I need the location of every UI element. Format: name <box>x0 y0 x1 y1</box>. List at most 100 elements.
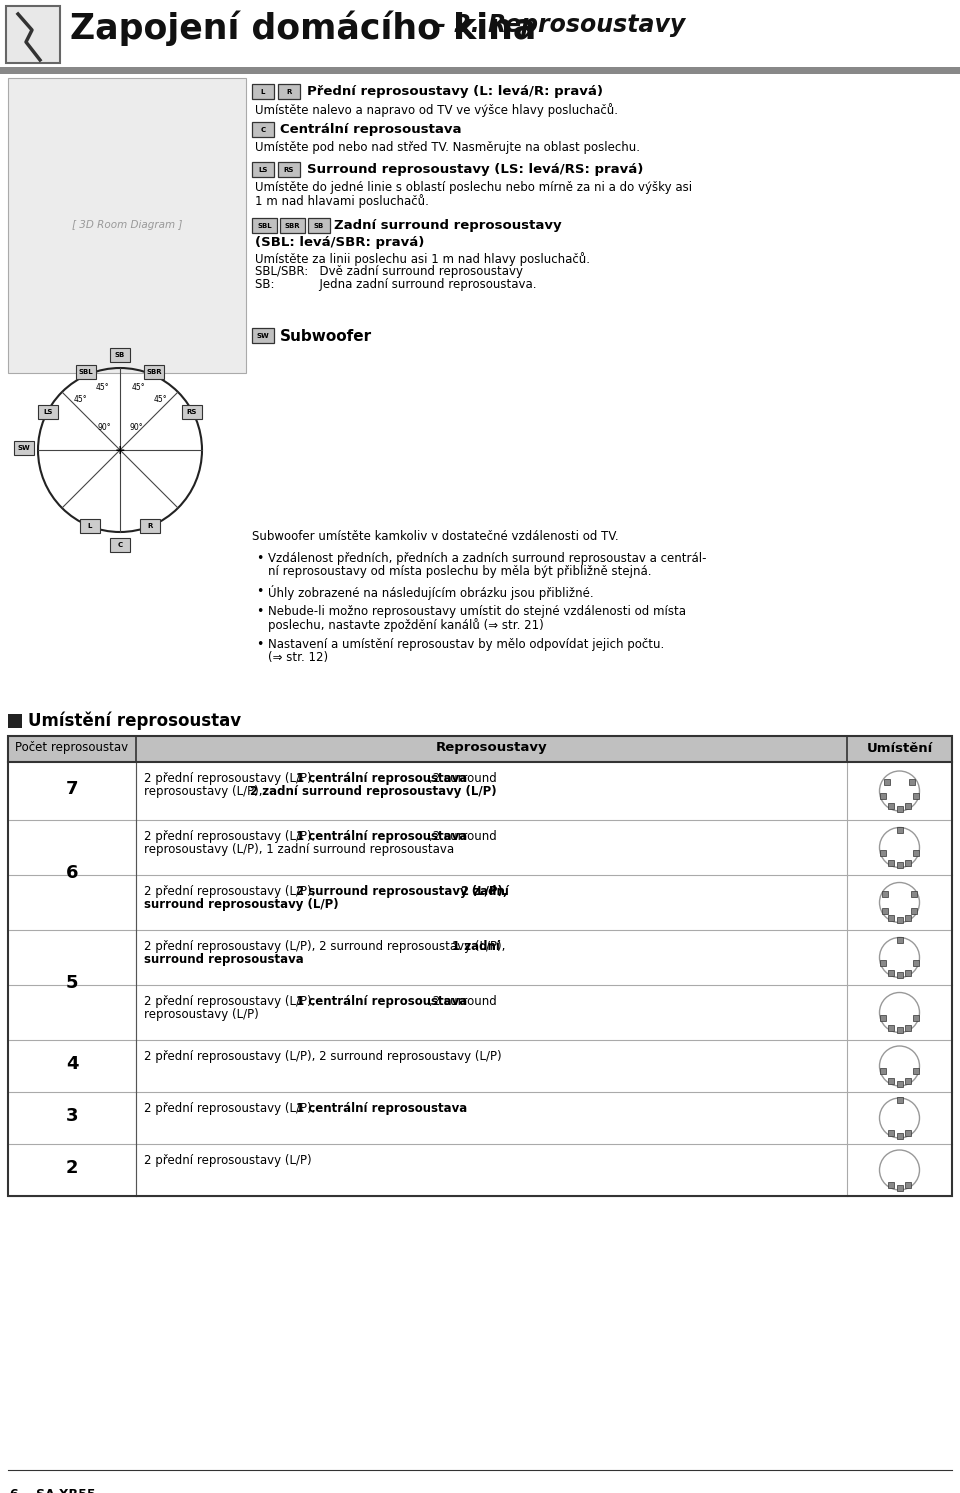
Bar <box>182 405 202 420</box>
Text: Centrální reprosoustava: Centrální reprosoustava <box>280 122 462 136</box>
Bar <box>897 806 902 812</box>
Bar <box>252 163 274 178</box>
Text: SBL: SBL <box>257 222 272 228</box>
Bar <box>905 1182 911 1188</box>
Bar <box>110 537 130 552</box>
Text: 2 zadní: 2 zadní <box>462 885 509 897</box>
Bar <box>0 0 960 69</box>
Bar <box>38 405 58 420</box>
Bar <box>110 348 130 361</box>
Bar <box>888 1130 894 1136</box>
Text: Umístění: Umístění <box>866 742 932 754</box>
Text: Umístěte nalevo a napravo od TV ve výšce hlavy posluchačů.: Umístěte nalevo a napravo od TV ve výšce… <box>255 103 618 116</box>
Bar <box>888 1024 894 1030</box>
Text: 2 přední reprosoustavy (L/P),: 2 přední reprosoustavy (L/P), <box>144 830 319 844</box>
Text: 1 centrální reprosoustava: 1 centrální reprosoustava <box>296 772 467 785</box>
Bar <box>76 364 96 379</box>
Bar <box>897 972 902 978</box>
Bar <box>879 793 886 799</box>
Text: Umístěte do jedné linie s oblastí poslechu nebo mírně za ni a do výšky asi: Umístěte do jedné linie s oblastí poslec… <box>255 181 692 194</box>
Text: +: + <box>114 443 126 457</box>
Text: Subwoofer: Subwoofer <box>280 328 372 343</box>
Bar <box>897 938 902 944</box>
Text: reprosoustavy (L/P): reprosoustavy (L/P) <box>144 1008 259 1021</box>
Bar <box>8 985 952 1041</box>
Bar <box>913 960 920 966</box>
Text: Zadní surround reprosoustavy: Zadní surround reprosoustavy <box>334 219 562 231</box>
Text: L: L <box>261 88 265 94</box>
Text: SW: SW <box>256 333 270 339</box>
Bar <box>252 328 274 343</box>
Bar <box>888 803 894 809</box>
Bar <box>888 915 894 921</box>
Bar <box>909 779 915 785</box>
Text: ,2 surround: ,2 surround <box>429 830 497 844</box>
Text: ,2 surround: ,2 surround <box>429 772 497 785</box>
Bar <box>888 860 894 866</box>
Bar <box>897 1027 902 1033</box>
Text: [ 3D Room Diagram ]: [ 3D Room Diagram ] <box>72 221 182 230</box>
Bar <box>913 1015 920 1021</box>
Bar <box>911 891 918 897</box>
Text: SB: SB <box>115 352 125 358</box>
Text: 2 přední reprosoustavy (L/P),: 2 přední reprosoustavy (L/P), <box>144 994 319 1008</box>
Bar <box>881 891 888 897</box>
Text: 2 přední reprosoustavy (L/P), 2 surround reprosoustavy (L/P): 2 přední reprosoustavy (L/P), 2 surround… <box>144 1050 502 1063</box>
Bar <box>911 908 918 914</box>
Text: 4: 4 <box>65 1056 79 1073</box>
Text: 90°: 90° <box>97 424 110 433</box>
Bar <box>897 1081 902 1087</box>
Text: Nastavení a umístění reprosoustav by mělo odpovídat jejich počtu.: Nastavení a umístění reprosoustav by měl… <box>268 638 664 651</box>
Text: Reprosoustavy: Reprosoustavy <box>436 742 547 754</box>
Text: C: C <box>260 127 266 133</box>
Bar <box>879 960 886 966</box>
Text: 5: 5 <box>65 973 79 991</box>
Bar <box>897 917 902 923</box>
Text: reprosoustavy (L/P),: reprosoustavy (L/P), <box>144 785 266 797</box>
Bar <box>888 1078 894 1084</box>
Text: •: • <box>256 585 263 599</box>
Bar <box>905 1078 911 1084</box>
Bar <box>8 820 952 875</box>
Text: 2 zadní surround reprosoustavy (L/P): 2 zadní surround reprosoustavy (L/P) <box>250 785 496 797</box>
Text: Přední reprosoustavy (L: levá/R: pravá): Přední reprosoustavy (L: levá/R: pravá) <box>307 85 603 99</box>
Bar <box>278 163 300 178</box>
Bar <box>913 850 920 855</box>
Bar <box>0 67 960 75</box>
Bar <box>14 440 34 455</box>
Bar <box>252 218 277 233</box>
Text: SW: SW <box>17 445 31 451</box>
Bar <box>879 1069 886 1075</box>
Bar <box>913 793 920 799</box>
Text: L: L <box>87 523 92 529</box>
Text: SBR: SBR <box>285 222 300 228</box>
Text: LS: LS <box>43 409 53 415</box>
Text: 2 přední reprosoustavy (L/P),: 2 přední reprosoustavy (L/P), <box>144 772 319 785</box>
Text: surround reprosoustava: surround reprosoustava <box>144 953 303 966</box>
Text: Úhly zobrazené na následujícím obrázku jsou přibližné.: Úhly zobrazené na následujícím obrázku j… <box>268 585 593 600</box>
Text: R: R <box>286 88 292 94</box>
Bar <box>905 970 911 976</box>
Bar <box>6 6 60 63</box>
Bar <box>8 930 952 985</box>
Text: SBL: SBL <box>79 369 93 375</box>
Text: 6: 6 <box>65 864 79 882</box>
Text: 1 centrální reprosoustava: 1 centrální reprosoustava <box>296 1102 467 1115</box>
Text: •: • <box>256 552 263 564</box>
Text: Subwoofer umístěte kamkoliv v dostatečné vzdálenosti od TV.: Subwoofer umístěte kamkoliv v dostatečné… <box>252 530 618 543</box>
Bar <box>913 1069 920 1075</box>
Text: SBL/SBR:   Dvě zadní surround reprosoustavy: SBL/SBR: Dvě zadní surround reprosoustav… <box>255 264 523 278</box>
Text: Umístění reprosoustav: Umístění reprosoustav <box>28 712 241 730</box>
Text: (⇒ str. 12): (⇒ str. 12) <box>268 651 328 664</box>
Text: 3: 3 <box>65 1106 79 1126</box>
Bar <box>905 803 911 809</box>
Bar <box>897 861 902 867</box>
Bar <box>252 84 274 99</box>
Text: ,2 surround: ,2 surround <box>429 994 497 1008</box>
Bar <box>8 875 952 930</box>
Text: 2 přední reprosoustavy (L/P),: 2 přední reprosoustavy (L/P), <box>144 1102 319 1115</box>
Text: 90°: 90° <box>130 424 143 433</box>
Bar <box>897 1097 902 1103</box>
Text: 45°: 45° <box>132 384 145 393</box>
Text: 1 m nad hlavami posluchačů.: 1 m nad hlavami posluchačů. <box>255 194 429 208</box>
